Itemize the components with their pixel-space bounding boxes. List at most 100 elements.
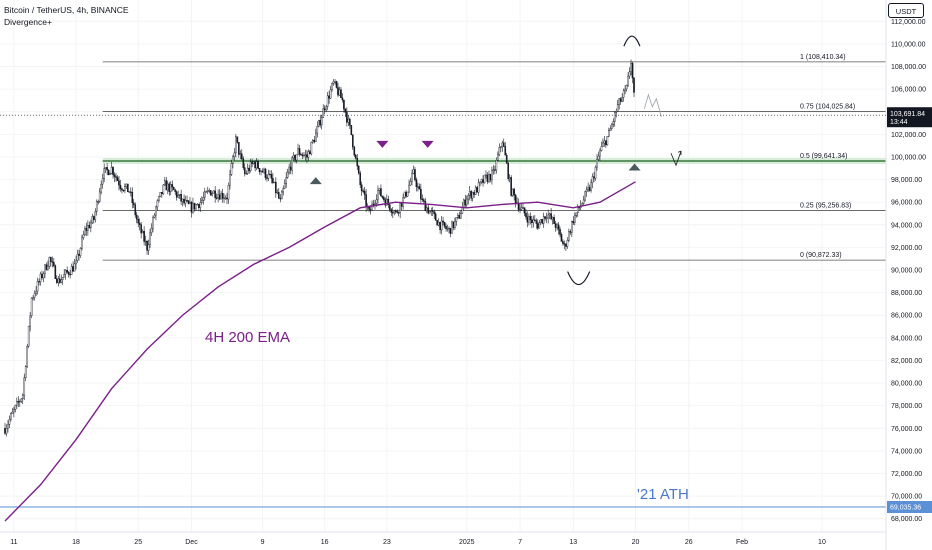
- candle-body: [90, 222, 92, 229]
- bullish-triangle-marker: [309, 177, 322, 185]
- candle: [541, 219, 544, 225]
- candle-body: [174, 189, 177, 192]
- candle: [272, 172, 274, 185]
- candle-body: [633, 77, 635, 93]
- candle: [384, 197, 387, 208]
- candle-body: [36, 281, 39, 292]
- candles[interactable]: [4, 59, 635, 437]
- candle: [446, 224, 449, 232]
- candle: [8, 415, 11, 428]
- candle: [193, 202, 196, 212]
- candle-body: [502, 142, 505, 147]
- candle-body: [309, 151, 311, 155]
- candle-body: [263, 168, 265, 173]
- candle-body: [612, 121, 615, 125]
- candle-body: [110, 166, 113, 174]
- candle-body: [436, 220, 438, 226]
- candle: [631, 61, 634, 84]
- candle-body: [618, 98, 620, 105]
- candle: [144, 235, 147, 246]
- candle-body: [547, 214, 549, 219]
- candle-body: [602, 142, 604, 147]
- time-axis[interactable]: 11 18 25 Dec 9 16 23 2025 7 13 20 26 Feb 10: [10, 539, 826, 546]
- candle-body: [254, 161, 256, 169]
- candle-body: [437, 221, 440, 226]
- candle-body: [504, 146, 507, 156]
- candle: [628, 67, 631, 79]
- candle-body: [33, 293, 36, 298]
- candle: [127, 183, 129, 193]
- candle: [477, 178, 480, 197]
- candle-body: [48, 257, 51, 267]
- candle: [531, 215, 533, 229]
- candle: [389, 203, 391, 212]
- time-tick-label: 2025: [459, 539, 475, 546]
- price-axis[interactable]: 112,000.00 110,000.00 108,000.00 106,000.00…: [891, 19, 926, 523]
- candle-body: [81, 237, 83, 249]
- candle: [606, 136, 609, 146]
- candle: [118, 176, 120, 191]
- candle-body: [363, 190, 366, 195]
- candle: [109, 172, 111, 176]
- candle: [298, 144, 301, 157]
- currency-button[interactable]: USDT: [888, 3, 924, 18]
- indicator-label[interactable]: Divergence+: [4, 17, 52, 27]
- fib-level-label: 1 (108,410.34): [800, 54, 846, 61]
- candle-body: [73, 263, 76, 272]
- candle: [363, 186, 366, 200]
- candle-body: [531, 219, 533, 224]
- candle-body: [380, 188, 382, 197]
- candle: [239, 150, 242, 160]
- candle-body: [246, 167, 249, 174]
- candle: [51, 256, 54, 268]
- candle: [39, 271, 42, 286]
- candle: [27, 325, 30, 349]
- candle-body: [568, 231, 570, 241]
- candle: [249, 158, 252, 173]
- plot-background: [0, 0, 886, 532]
- chart-title: Bitcoin / TetherUS, 4h, BINANCE: [4, 5, 129, 15]
- candle: [192, 197, 194, 214]
- candle-body: [32, 296, 34, 299]
- candle: [137, 215, 140, 228]
- candle: [326, 91, 329, 111]
- candle-body: [539, 219, 542, 223]
- candle-body: [424, 201, 427, 212]
- candle-body: [307, 151, 310, 158]
- candle-body: [51, 261, 54, 263]
- candle-body: [119, 184, 122, 189]
- candle: [519, 204, 521, 214]
- candle: [129, 187, 132, 197]
- candle-body: [584, 191, 586, 201]
- candle: [246, 163, 249, 175]
- candle-body: [270, 174, 273, 179]
- candle-body: [286, 171, 289, 178]
- price-tick-label: 96,000.00: [891, 200, 922, 207]
- candle-body: [500, 146, 502, 148]
- candle-body: [215, 197, 218, 199]
- candle-body: [113, 174, 116, 177]
- candle-body: [331, 83, 333, 91]
- candle: [115, 172, 117, 182]
- candle-body: [421, 198, 424, 201]
- candle-body: [79, 248, 82, 256]
- candle-body: [427, 207, 430, 214]
- candle-body: [45, 264, 48, 270]
- candle-countdown: 13:44: [890, 119, 908, 126]
- candle: [212, 190, 215, 194]
- candle: [84, 225, 86, 236]
- candle-body: [97, 201, 100, 203]
- candle: [196, 202, 199, 206]
- candle-body: [257, 161, 259, 169]
- candle: [292, 152, 295, 162]
- candle: [255, 157, 258, 171]
- candle: [498, 143, 501, 157]
- candle-body: [251, 161, 253, 164]
- candle-body: [203, 191, 206, 198]
- candle: [491, 166, 493, 185]
- candle: [54, 264, 57, 280]
- candle: [146, 239, 148, 255]
- candle: [220, 190, 222, 200]
- candle: [473, 190, 475, 198]
